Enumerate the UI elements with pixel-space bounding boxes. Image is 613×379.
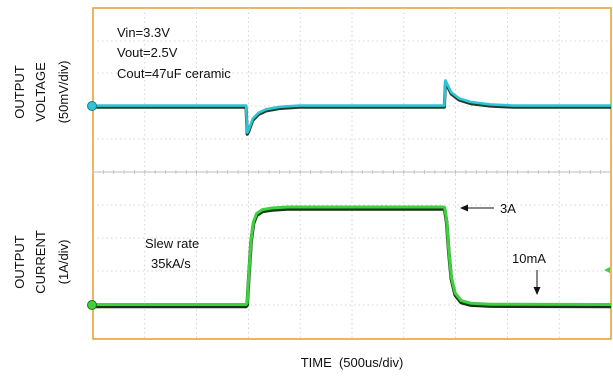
low-level-label: 10mA (512, 251, 546, 266)
condition-vin: Vin=3.3V (117, 25, 170, 40)
current-trace (93, 205, 612, 306)
condition-cout: Cout=47uF ceramic (117, 66, 231, 81)
voltage-trace (93, 79, 611, 134)
high-level-label: 3A (500, 201, 516, 216)
voltage-ground-marker (87, 101, 97, 111)
voltage-axis-label-line3: (50mV/div) (56, 61, 71, 124)
current-ground-marker (87, 300, 97, 310)
slew-rate-label: Slew rate (145, 236, 199, 251)
current-axis-label: OUTPUT CURRENT (1A/div) (12, 230, 71, 294)
current-axis-label-line3: (1A/div) (56, 240, 71, 285)
voltage-axis-label-line1: OUTPUT (12, 65, 27, 119)
voltage-axis-label-line2: VOLTAGE (33, 62, 48, 122)
slew-rate-value: 35kA/s (151, 256, 191, 271)
current-axis-label-line1: OUTPUT (12, 235, 27, 289)
voltage-axis-label: OUTPUT VOLTAGE (50mV/div) (12, 61, 71, 124)
condition-vout: Vout=2.5V (117, 45, 178, 60)
high-level-arrow (460, 204, 494, 212)
time-axis-label: TIME (500us/div) (301, 355, 404, 370)
current-axis-label-line2: CURRENT (33, 230, 48, 294)
low-level-arrow (533, 270, 541, 295)
trigger-marker (604, 267, 610, 273)
traces (93, 79, 612, 309)
markers (87, 101, 610, 310)
